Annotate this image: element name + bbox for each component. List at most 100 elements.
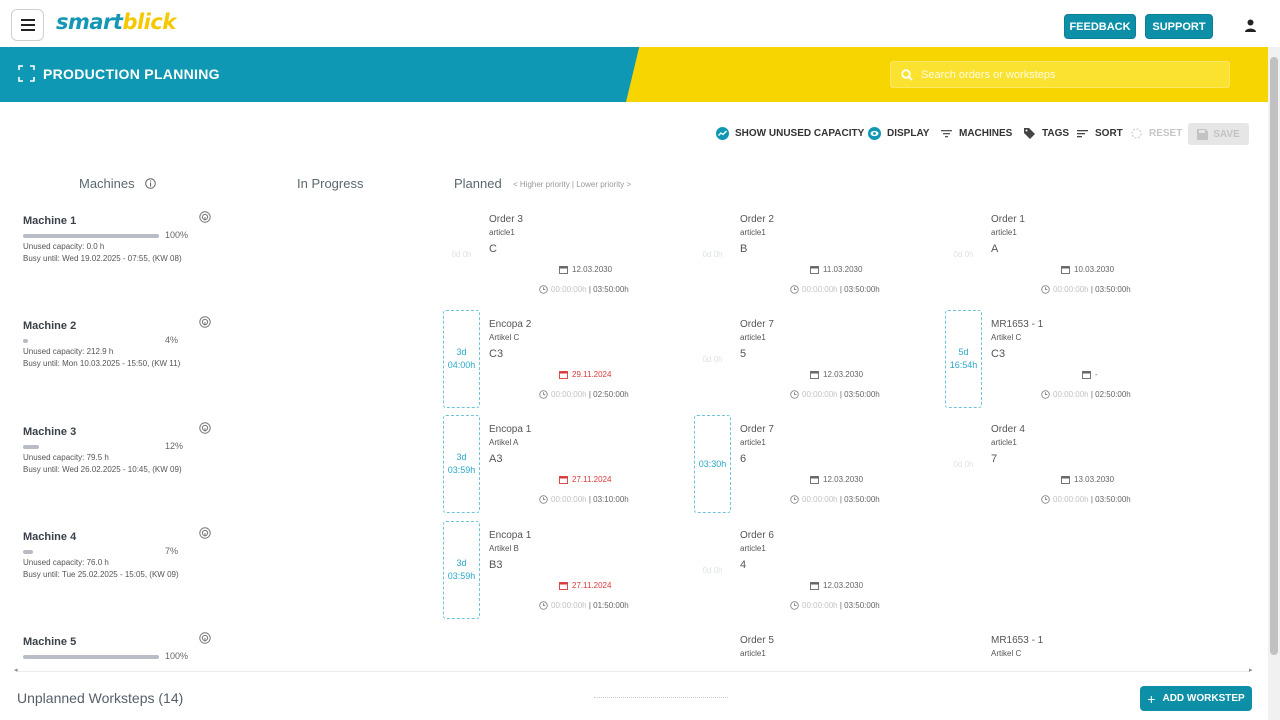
unplanned-worksteps-header[interactable]: Unplanned Worksteps (14) bbox=[17, 690, 184, 706]
clock-icon bbox=[790, 285, 799, 294]
vertical-scrollbar[interactable] bbox=[1268, 47, 1280, 720]
add-workstep-button[interactable]: + ADD WORKSTEP bbox=[1140, 686, 1252, 711]
workstep-card[interactable]: 03:30h Order 7 article1 6 12.03.2030 00:00:00… bbox=[694, 415, 914, 524]
card-title: Order 7 bbox=[740, 319, 774, 330]
unused-capacity-text: Unused capacity: 212.9 h bbox=[23, 347, 114, 356]
card-due-date: 12.03.2030 bbox=[810, 581, 863, 590]
user-icon[interactable] bbox=[1244, 19, 1257, 32]
workstep-card[interactable]: 0d 0h Order 2 article1 B 11.03.2030 00:00:00h… bbox=[694, 214, 914, 314]
due-date-text: 12.03.2030 bbox=[823, 581, 864, 590]
machine-row[interactable]: Machine 5 100% bbox=[23, 632, 223, 661]
scrollbar-thumb[interactable] bbox=[1270, 57, 1278, 655]
card-title: MR1653 - 1 bbox=[991, 319, 1044, 330]
workstep-card[interactable]: 0d 0h Order 3 article1 C 12.03.2030 00:00:00h… bbox=[443, 214, 663, 314]
machine-settings-icon[interactable] bbox=[199, 632, 211, 644]
card-title: Order 4 bbox=[991, 424, 1025, 435]
machines-filter-button[interactable]: MACHINES bbox=[940, 126, 1012, 141]
workstep-card[interactable]: 0d 0h Order 7 article1 5 12.03.2030 00:00:00h… bbox=[694, 319, 914, 419]
calendar-icon bbox=[810, 371, 819, 379]
card-time: 00:00:00h | 03:50:00h bbox=[790, 390, 880, 399]
feedback-button[interactable]: FEEDBACK bbox=[1064, 14, 1136, 39]
machine-row[interactable]: Machine 2 4% Unused capacity: 212.9 h Busy … bbox=[23, 316, 223, 368]
card-code: C bbox=[489, 243, 497, 255]
tags-button[interactable]: TAGS bbox=[1023, 126, 1069, 141]
clock-icon bbox=[1041, 495, 1050, 504]
workstep-card[interactable]: 3d 03:59h Encopa 1 Artikel B B3 27.11.2024 00:… bbox=[443, 521, 663, 630]
machine-settings-icon[interactable] bbox=[199, 422, 211, 434]
sort-label: SORT bbox=[1095, 128, 1123, 139]
card-title: MR1653 - 1 bbox=[991, 635, 1044, 646]
scroll-right-arrow-icon[interactable]: ▸ bbox=[1249, 667, 1253, 674]
show-unused-capacity-button[interactable]: SHOW UNUSED CAPACITY bbox=[716, 126, 864, 141]
unused-capacity-text: Unused capacity: 0.0 h bbox=[23, 242, 105, 251]
machine-settings-icon[interactable] bbox=[199, 316, 211, 328]
workstep-card[interactable]: 3d 03:59h Encopa 1 Artikel A A3 27.11.2024 00:… bbox=[443, 415, 663, 524]
card-code: B bbox=[740, 243, 748, 255]
trend-icon bbox=[716, 127, 729, 140]
planned-time: 03:50:00h bbox=[844, 285, 880, 294]
logo-part-smart: smart bbox=[56, 10, 123, 34]
clock-icon bbox=[1041, 390, 1050, 399]
info-icon[interactable] bbox=[145, 178, 156, 189]
card-article: article1 bbox=[991, 438, 1017, 447]
calendar-icon bbox=[1082, 371, 1091, 379]
card-time: 00:00:00h | 03:50:00h bbox=[790, 495, 880, 504]
machine-name: Machine 2 bbox=[23, 320, 77, 332]
capacity-percent: 100% bbox=[165, 651, 189, 661]
save-button[interactable]: SAVE bbox=[1188, 123, 1249, 145]
scroll-left-arrow-icon[interactable]: ◂ bbox=[14, 667, 18, 674]
elapsed-time: 00:00:00h bbox=[551, 285, 587, 294]
duration-hours: 03:59h bbox=[447, 465, 476, 475]
fullscreen-icon[interactable] bbox=[18, 65, 35, 82]
menu-icon bbox=[20, 19, 35, 31]
workstep-card[interactable]: MR1653 - 1 Artikel C bbox=[945, 635, 1165, 720]
card-article: article1 bbox=[991, 228, 1017, 237]
workstep-card[interactable]: 0d 0h Order 4 article1 7 13.03.2030 00:00:00h… bbox=[945, 424, 1165, 524]
planned-time: 03:50:00h bbox=[844, 495, 880, 504]
reset-label: RESET bbox=[1149, 128, 1183, 139]
machine-name: Machine 4 bbox=[23, 531, 77, 543]
search-box[interactable] bbox=[890, 61, 1230, 88]
resize-handle[interactable] bbox=[594, 697, 728, 699]
reset-button[interactable]: RESET bbox=[1130, 126, 1182, 141]
workstep-card[interactable]: 0d 0h Order 1 article1 A 10.03.2030 00:00:00h… bbox=[945, 214, 1165, 314]
machine-settings-icon[interactable] bbox=[199, 211, 211, 223]
planned-time: 03:50:00h bbox=[1095, 495, 1131, 504]
card-article: article1 bbox=[740, 438, 766, 447]
card-code: 5 bbox=[740, 348, 747, 360]
duration-days: 0d 0h bbox=[953, 249, 974, 259]
card-time: 00:00:00h | 02:50:00h bbox=[539, 390, 629, 399]
card-code: 6 bbox=[740, 453, 747, 465]
machine-settings-icon[interactable] bbox=[199, 527, 211, 539]
workstep-card[interactable]: 5d 16:54h MR1653 - 1 Artikel C C3 - 00:00:00h … bbox=[945, 310, 1165, 419]
duration-days: 0d 0h bbox=[702, 354, 723, 364]
machine-row[interactable]: Machine 4 7% Unused capacity: 76.0 h Busy u… bbox=[23, 527, 223, 579]
eye-icon bbox=[868, 127, 881, 140]
elapsed-time: 00:00:00h bbox=[802, 390, 838, 399]
banner-teal-section bbox=[0, 47, 640, 102]
hamburger-menu-button[interactable] bbox=[11, 9, 44, 41]
support-button[interactable]: SUPPORT bbox=[1145, 14, 1213, 39]
due-date-text: 10.03.2030 bbox=[1074, 265, 1115, 274]
duration-days: 0d 0h bbox=[953, 459, 974, 469]
machine-row[interactable]: Machine 1 100% Unused capacity: 0.0 h Busy … bbox=[23, 211, 223, 263]
card-article: Artikel A bbox=[489, 438, 519, 447]
display-button[interactable]: DISPLAY bbox=[868, 126, 929, 141]
card-article: Artikel C bbox=[991, 649, 1022, 658]
machine-row[interactable]: Machine 3 12% Unused capacity: 79.5 h Busy … bbox=[23, 422, 223, 474]
card-due-date: 11.03.2030 bbox=[810, 265, 862, 274]
calendar-icon bbox=[1061, 476, 1070, 484]
due-date-text: 27.11.2024 bbox=[572, 475, 612, 484]
card-article: article1 bbox=[740, 333, 766, 342]
card-title: Order 5 bbox=[740, 635, 774, 646]
card-article: article1 bbox=[740, 228, 766, 237]
capacity-bar bbox=[23, 339, 159, 344]
sort-button[interactable]: SORT bbox=[1076, 126, 1123, 141]
workstep-card[interactable]: Order 5 article1 bbox=[694, 635, 914, 720]
workstep-card[interactable]: 0d 0h Order 6 article1 4 12.03.2030 00:00:00h… bbox=[694, 530, 914, 630]
card-code: C3 bbox=[489, 348, 504, 360]
workstep-card[interactable]: 3d 04:00h Encopa 2 Artikel C C3 29.11.2024 00:… bbox=[443, 310, 663, 419]
search-input[interactable] bbox=[921, 66, 1221, 84]
horizontal-scrollbar[interactable] bbox=[18, 671, 1250, 672]
app-logo[interactable]: smartblick bbox=[56, 10, 176, 34]
